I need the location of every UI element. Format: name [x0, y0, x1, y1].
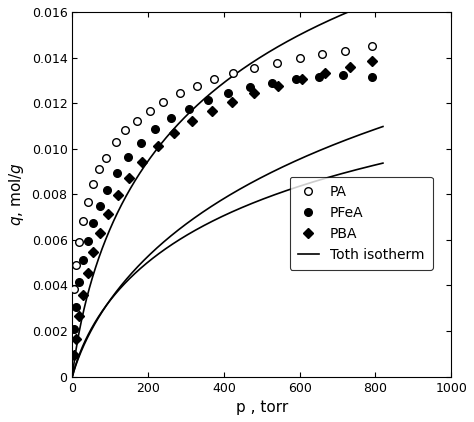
PBA	[189, 119, 194, 124]
PA	[72, 287, 77, 292]
PBA	[85, 271, 91, 276]
Y-axis label: $q$, mol/$g$: $q$, mol/$g$	[7, 162, 26, 226]
PFeA	[73, 305, 79, 310]
PFeA	[270, 80, 275, 85]
PBA	[229, 100, 235, 105]
PBA	[299, 77, 304, 82]
PFeA	[126, 154, 131, 159]
PBA	[139, 160, 145, 165]
PA	[297, 55, 302, 60]
PFeA	[152, 127, 158, 132]
PA	[85, 200, 91, 205]
PBA	[97, 230, 102, 235]
PBA	[80, 292, 86, 297]
PBA	[155, 144, 160, 149]
PBA	[91, 250, 96, 255]
PBA	[347, 64, 353, 69]
PA	[251, 65, 257, 70]
PA	[76, 240, 82, 245]
PFeA	[80, 258, 86, 263]
PFeA	[137, 141, 143, 146]
PA	[194, 84, 200, 89]
PBA	[115, 193, 121, 198]
PFeA	[97, 203, 102, 208]
PBA	[251, 90, 257, 95]
PFeA	[72, 326, 77, 331]
Line: PA: PA	[71, 42, 375, 293]
PFeA	[91, 220, 96, 225]
PA	[96, 167, 102, 172]
PA	[160, 100, 166, 105]
PBA	[171, 130, 177, 135]
PA	[177, 90, 183, 95]
PA	[80, 218, 86, 223]
PA	[274, 61, 280, 66]
Line: PBA: PBA	[71, 57, 375, 358]
PFeA	[340, 72, 346, 77]
PA	[369, 43, 374, 49]
PA	[113, 139, 119, 144]
PBA	[209, 108, 215, 114]
PBA	[72, 352, 77, 357]
PA	[134, 119, 140, 124]
PFeA	[205, 97, 211, 102]
PBA	[322, 71, 328, 76]
PFeA	[114, 170, 120, 175]
PA	[123, 128, 128, 133]
PA	[319, 51, 325, 57]
PBA	[369, 58, 374, 63]
PBA	[106, 211, 111, 216]
PBA	[76, 314, 82, 319]
PFeA	[316, 74, 321, 79]
PA	[211, 77, 217, 82]
PA	[104, 155, 109, 160]
PFeA	[226, 90, 231, 95]
PFeA	[76, 279, 82, 284]
PFeA	[293, 77, 299, 82]
PBA	[127, 176, 132, 181]
PA	[147, 108, 153, 114]
Line: PFeA: PFeA	[71, 71, 375, 333]
PFeA	[247, 85, 253, 90]
PA	[342, 48, 348, 53]
PBA	[73, 336, 79, 341]
PA	[91, 181, 96, 187]
Legend: PA, PFeA, PBA, Toth isotherm: PA, PFeA, PBA, Toth isotherm	[290, 177, 433, 270]
PFeA	[85, 238, 91, 243]
PFeA	[104, 187, 110, 192]
PA	[73, 262, 79, 268]
X-axis label: p , torr: p , torr	[236, 400, 288, 415]
PFeA	[186, 106, 192, 111]
PFeA	[168, 115, 173, 120]
PBA	[275, 84, 281, 89]
PFeA	[369, 74, 374, 79]
PA	[230, 71, 236, 76]
